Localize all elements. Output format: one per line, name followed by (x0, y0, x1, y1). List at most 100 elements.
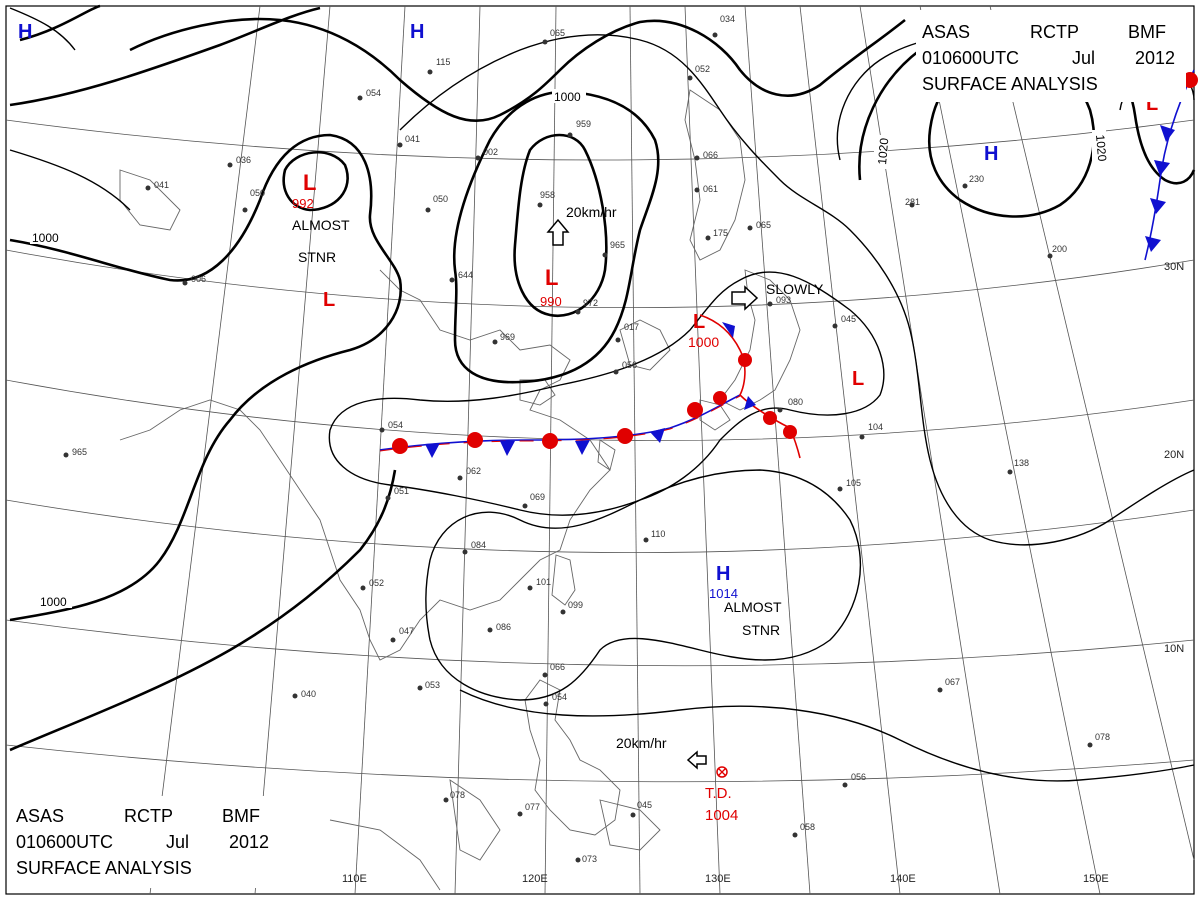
station-obs: 073 (575, 854, 597, 864)
low-center-note: STNR (298, 249, 336, 265)
isobar-high-south (425, 469, 862, 701)
station-obs: 099 (560, 600, 583, 615)
tropical-depression: T.D. 1004 (705, 766, 738, 824)
svg-text:041: 041 (154, 180, 169, 190)
svg-text:281: 281 (905, 197, 920, 207)
japan-front (699, 314, 801, 459)
station-obs: 281 (905, 197, 920, 208)
station-obs: 093 (767, 295, 791, 307)
front-warm-bump (392, 438, 408, 454)
header-top-title: SURFACE ANALYSIS (922, 74, 1098, 94)
front-cold-tooth (575, 440, 590, 455)
lon-label: 130E (705, 873, 731, 885)
svg-text:644: 644 (458, 270, 473, 280)
svg-text:054: 054 (388, 420, 403, 430)
station-obs: 006 (182, 274, 206, 286)
svg-text:056: 056 (622, 360, 637, 370)
svg-text:036: 036 (236, 155, 251, 165)
header-bottom-time: 010600UTC (16, 832, 113, 852)
station-obs: 054 (379, 420, 403, 433)
isobar-label: 1000 (40, 595, 67, 609)
station-obs: 058 (792, 822, 815, 838)
motion-label: SLOWLY (766, 281, 824, 297)
header-top: ASAS RCTP BMF 010600UTC Jul 2012 SURFACE… (916, 10, 1186, 102)
svg-text:050: 050 (433, 194, 448, 204)
station-obs: 066 (542, 662, 565, 678)
station-obs: 084 (462, 540, 486, 555)
svg-text:965: 965 (610, 240, 625, 250)
pressure-centers: L 992 ALMOST STNR L 990 L 1000 L L L H 1… (18, 21, 1158, 638)
svg-text:105: 105 (846, 478, 861, 488)
stationary-front-line-red (379, 395, 741, 452)
svg-text:110: 110 (651, 529, 665, 539)
svg-text:101: 101 (536, 577, 551, 587)
station-obs: 053 (417, 680, 440, 691)
lat-labels: 30N 20N 10N (1164, 261, 1184, 655)
svg-text:051: 051 (394, 486, 409, 496)
station-obs: 040 (292, 689, 316, 699)
front-cold-tooth (650, 428, 665, 443)
front-warm-bump (687, 402, 703, 418)
svg-text:084: 084 (471, 540, 486, 550)
svg-text:969: 969 (500, 332, 515, 342)
lat-label: 30N (1164, 261, 1184, 273)
svg-text:047: 047 (399, 626, 414, 636)
svg-text:053: 053 (425, 680, 440, 690)
svg-text:002: 002 (483, 147, 498, 157)
station-obs: 066 (694, 150, 718, 161)
meridian-lines (149, 5, 1195, 895)
lon-label: 120E (522, 873, 548, 885)
motion-label: 20km/hr (566, 204, 617, 220)
station-obs: 052 (360, 578, 384, 591)
station-obs: 230 (962, 174, 984, 189)
svg-text:972: 972 (583, 298, 598, 308)
svg-text:065: 065 (756, 220, 771, 230)
motion-arrows (546, 218, 759, 770)
svg-text:115: 115 (436, 57, 450, 67)
svg-text:069: 069 (530, 492, 545, 502)
svg-text:040: 040 (301, 689, 316, 699)
station-obs: 045 (832, 314, 856, 329)
lat-label: 20N (1164, 449, 1184, 461)
svg-text:086: 086 (496, 622, 511, 632)
front-warm-bump (713, 391, 727, 405)
motion-labels: 20km/hr SLOWLY 20km/hr (566, 204, 824, 751)
isobar-1000-sw-label-loop (9, 149, 131, 211)
front-cold-tooth (722, 322, 735, 338)
high-center-value: 1014 (709, 586, 738, 601)
isobar-label: 1000 (554, 90, 581, 104)
isobar-north-ridge (19, 4, 101, 42)
front-warm-bump (763, 411, 777, 425)
header-top-time: 010600UTC (922, 48, 1019, 68)
station-obs: 105 (837, 478, 861, 492)
high-center-note: ALMOST (724, 599, 782, 615)
low-center-value: 1000 (688, 334, 719, 350)
station-obs: 972 (575, 298, 598, 315)
header-bottom-station: RCTP (124, 806, 173, 826)
svg-text:073: 073 (582, 854, 597, 864)
svg-text:058: 058 (800, 822, 815, 832)
svg-text:080: 080 (788, 397, 803, 407)
svg-text:200: 200 (1052, 244, 1067, 254)
station-obs: 065 (542, 28, 565, 45)
station-obs: 054 (543, 692, 567, 707)
front-cold-tooth (500, 441, 515, 456)
header-top-station: RCTP (1030, 22, 1079, 42)
isobar-upper-arc (129, 17, 906, 123)
svg-text:062: 062 (466, 466, 481, 476)
svg-text:017: 017 (624, 322, 639, 332)
svg-text:067: 067 (945, 677, 960, 687)
station-obs: 077 (517, 802, 540, 817)
station-obs: 062 (457, 466, 481, 481)
station-obs: 050 (425, 194, 448, 213)
svg-text:066: 066 (550, 662, 565, 672)
header-bottom-month: Jul (166, 832, 189, 852)
station-obs: 002 (475, 147, 498, 161)
station-obs: 086 (487, 622, 511, 633)
low-center-value: 990 (540, 294, 562, 309)
high-center-letter: H (18, 21, 32, 43)
svg-text:078: 078 (450, 790, 465, 800)
svg-text:230: 230 (969, 174, 984, 184)
isobar-1000-south (9, 469, 397, 752)
